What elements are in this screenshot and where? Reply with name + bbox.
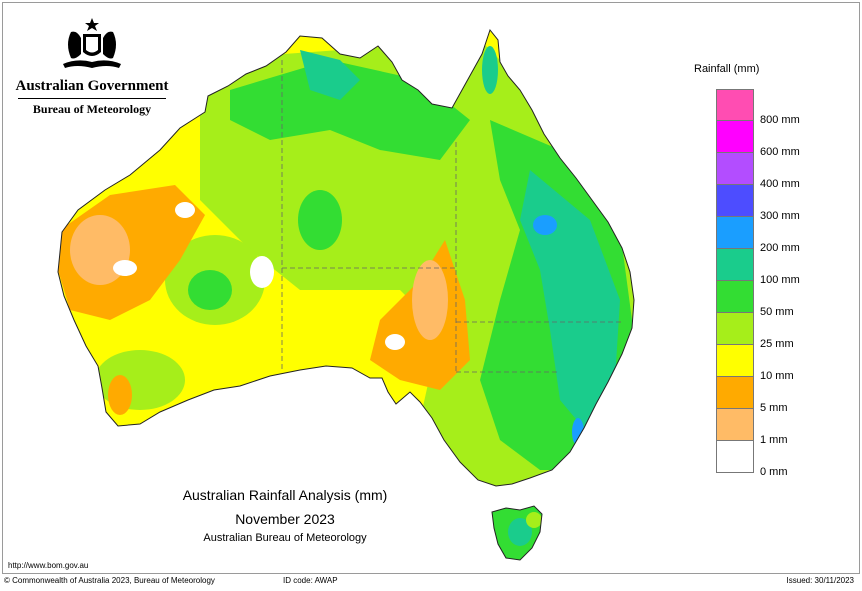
- legend-title: Rainfall (mm): [694, 63, 760, 75]
- bureau-name: Bureau of Meteorology: [32, 102, 152, 116]
- legend-label: 5 mm: [760, 402, 788, 414]
- legend-swatch: [716, 377, 754, 409]
- legend-swatch: [716, 281, 754, 313]
- map-period: November 2023: [235, 511, 335, 527]
- map-zone-5mm-sw: [108, 375, 132, 415]
- tasmania-coastline: [491, 505, 543, 561]
- tas-zone-25mm: [526, 512, 542, 528]
- legend-swatch: [716, 409, 754, 441]
- legend-swatch: [716, 313, 754, 345]
- legend-label: 400 mm: [760, 178, 800, 190]
- map-zone-0mm-sa: [385, 334, 405, 350]
- legend-label: 300 mm: [760, 210, 800, 222]
- tas-zone-100mm: [508, 518, 532, 546]
- coat-of-arms-icon: [63, 18, 121, 68]
- map-zone-100mm-north: [300, 50, 360, 100]
- government-logo: Australian Government Bureau of Meteorol…: [12, 14, 172, 117]
- legend-label: 25 mm: [760, 338, 794, 350]
- map-zone-25mm-sw: [95, 350, 185, 410]
- map-title: Australian Rainfall Analysis (mm): [182, 487, 388, 503]
- map-zone-200mm-qld: [533, 215, 557, 235]
- map-zone-50mm-west: [188, 270, 232, 310]
- map-zone-1mm-sa: [412, 260, 448, 340]
- bom-website-link[interactable]: http://www.bom.gov.au: [8, 561, 89, 570]
- copyright-notice: © Commonwealth of Australia 2023, Bureau…: [4, 576, 215, 585]
- map-zone-100mm-cape: [482, 46, 498, 94]
- legend-label: 200 mm: [760, 242, 800, 254]
- map-zone-0mm-wa2: [175, 202, 195, 218]
- legend-label: 600 mm: [760, 146, 800, 158]
- legend-label: 1 mm: [760, 434, 788, 446]
- legend-label: 100 mm: [760, 274, 800, 286]
- legend-swatch: [716, 153, 754, 185]
- map-zone-50mm-nt: [298, 190, 342, 250]
- issued-date: Issued: 30/11/2023: [786, 576, 854, 585]
- legend-label: 50 mm: [760, 306, 794, 318]
- map-source: Australian Bureau of Meteorology: [203, 532, 367, 544]
- legend-swatch: [716, 121, 754, 153]
- legend-swatch: [716, 441, 754, 473]
- legend-swatch: [716, 345, 754, 377]
- legend-scale: [716, 89, 754, 473]
- map-zone-0mm-wa: [113, 260, 137, 276]
- logo-divider: [18, 98, 166, 99]
- legend-label: 10 mm: [760, 370, 794, 382]
- legend-swatch: [716, 217, 754, 249]
- mainland-coastline: [57, 28, 635, 487]
- legend-swatch: [716, 89, 754, 121]
- legend-label: 0 mm: [760, 466, 788, 478]
- government-name: Australian Government: [15, 78, 169, 94]
- legend-swatch: [716, 185, 754, 217]
- id-code: ID code: AWAP: [283, 576, 338, 585]
- legend-label: 800 mm: [760, 114, 800, 126]
- map-zone-0mm-desert: [250, 256, 274, 288]
- state-borders: [281, 60, 622, 373]
- legend-swatch: [716, 249, 754, 281]
